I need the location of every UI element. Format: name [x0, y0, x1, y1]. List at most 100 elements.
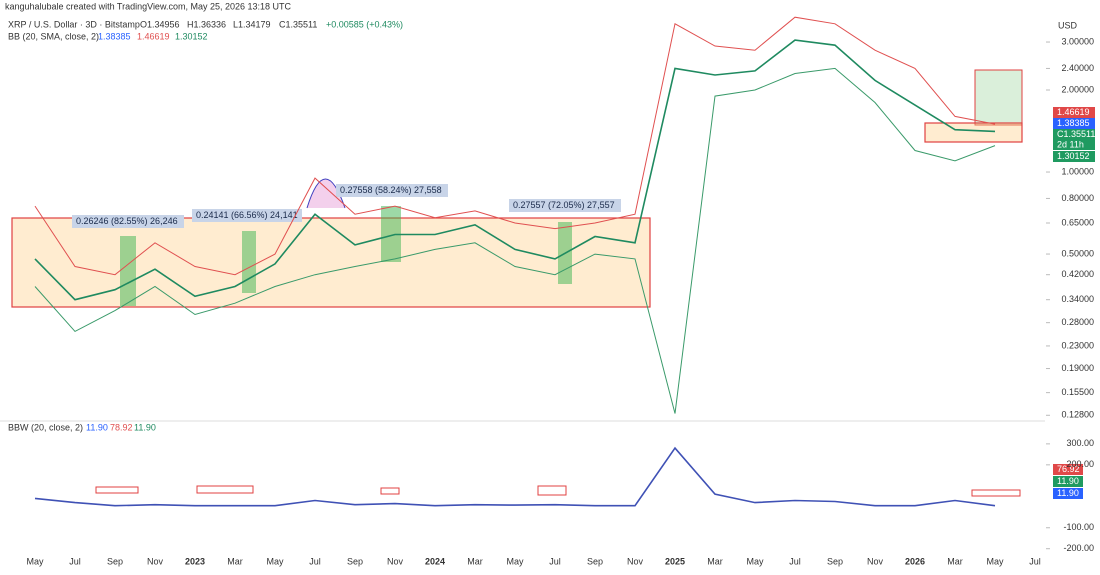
symbol: XRP / U.S. Dollar · 3D · Bitstamp [8, 19, 140, 29]
arc [306, 178, 346, 209]
y-tick-label: 200.00 [1066, 459, 1094, 469]
y-tick-label: 1.00000 [1061, 166, 1094, 176]
y-tick-label: 2.40000 [1061, 63, 1094, 73]
x-tick-label: Mar [947, 556, 963, 566]
annotation: 0.27557 (72.05%) 27,557 [513, 200, 615, 210]
credit: kanguhalubale created with TradingView.c… [5, 1, 292, 11]
y-tick-label: 0.34000 [1061, 294, 1094, 304]
x-tick-label: Mar [467, 556, 483, 566]
y-tick-label: 0.28000 [1061, 317, 1094, 327]
annotation: 0.26246 (82.55%) 26,246 [76, 216, 178, 226]
bbw-high: 78.92 [110, 422, 133, 432]
x-tick-label: May [986, 556, 1004, 566]
squeeze-box [95, 486, 139, 494]
bbw-tag [1053, 488, 1083, 499]
price-tag [1053, 107, 1095, 118]
y-tick-label: 300.00 [1066, 438, 1094, 448]
bbw-low: 11.90 [134, 422, 156, 432]
range-box [924, 122, 1023, 143]
ohlc-low: L1.34179 [233, 19, 271, 29]
x-tick-label: Sep [827, 556, 843, 566]
ohlc-close: C1.35511 [279, 19, 317, 29]
squeeze-box [537, 485, 567, 496]
price-tag [1053, 118, 1095, 129]
bbw-tag-label: 11.90 [1057, 476, 1079, 486]
series-line [34, 446, 996, 507]
x-tick-label: Sep [107, 556, 123, 566]
bbw-tag [1053, 476, 1083, 487]
x-tick-label: May [266, 556, 284, 566]
ohlc-high: H1.36336 [187, 19, 226, 29]
y-tick-label: 0.12800 [1061, 410, 1094, 420]
move-box [120, 236, 136, 306]
bbw-tag [1053, 464, 1083, 475]
x-tick-label: 2023 [185, 556, 205, 566]
series-line [34, 16, 996, 276]
y-tick-label: 0.23000 [1061, 340, 1094, 350]
annotation-box [192, 209, 302, 222]
x-tick-label: Nov [147, 556, 164, 566]
price-tag [1053, 151, 1095, 162]
move-box [242, 231, 256, 293]
price-tag [1053, 129, 1095, 150]
y-tick-label: 0.19000 [1061, 363, 1094, 373]
x-tick-label: May [26, 556, 44, 566]
annotation-box [72, 215, 184, 228]
move-box [381, 206, 401, 262]
ohlc-open: O1.34956 [140, 19, 180, 29]
annotation: 0.27558 (58.24%) 27,558 [340, 185, 442, 195]
x-tick-label: Nov [867, 556, 884, 566]
series-line [34, 39, 996, 301]
series-line [34, 67, 996, 414]
y-tick-label: 0.80000 [1061, 193, 1094, 203]
y-tick-label: 3.00000 [1061, 36, 1094, 46]
price-tag-label: 1.30152 [1057, 151, 1090, 161]
y-tick-label: -100.00 [1063, 522, 1094, 532]
x-tick-label: Jul [69, 556, 81, 566]
annotation-box [509, 199, 621, 212]
x-tick-label: May [506, 556, 524, 566]
currency: USD [1058, 20, 1078, 30]
countdown: 2d 11h [1057, 139, 1084, 149]
bbw-value: 11.90 [86, 422, 108, 432]
target-box [974, 69, 1023, 126]
x-tick-label: 2025 [665, 556, 685, 566]
x-tick-label: Jul [309, 556, 321, 566]
x-tick-label: Jul [789, 556, 801, 566]
x-tick-label: Nov [387, 556, 404, 566]
annotation-box [336, 184, 448, 197]
x-tick-label: Mar [227, 556, 243, 566]
x-tick-label: Sep [347, 556, 363, 566]
y-tick-label: 0.65000 [1061, 217, 1094, 227]
y-tick-label: 0.42000 [1061, 269, 1094, 279]
squeeze-box [196, 485, 254, 494]
range-box [11, 217, 651, 308]
x-tick-label: Nov [627, 556, 644, 566]
bbw-tag-label: 76.92 [1057, 464, 1080, 474]
x-tick-label: 2026 [905, 556, 925, 566]
y-tick-label: 0.50000 [1061, 248, 1094, 258]
x-tick-label: Jul [1029, 556, 1041, 566]
annotation: 0.24141 (66.56%) 24,141 [196, 210, 298, 220]
x-tick-label: Mar [707, 556, 723, 566]
x-tick-label: 2024 [425, 556, 445, 566]
squeeze-box [380, 487, 400, 495]
bb-basis: 1.38385 [98, 31, 131, 41]
x-tick-label: May [746, 556, 764, 566]
price-tag-label: C1.35511 [1057, 129, 1095, 139]
bb-lower: 1.30152 [175, 31, 208, 41]
y-tick-label: -200.00 [1063, 543, 1094, 553]
y-tick-label: 0.15500 [1061, 387, 1094, 397]
price-tag-label: 1.46619 [1057, 107, 1090, 117]
bbw-label: BBW (20, close, 2) [8, 422, 83, 432]
price-tag-label: 1.38385 [1057, 118, 1090, 128]
bbw-tag-label: 11.90 [1057, 488, 1079, 498]
ohlc-change: +0.00585 (+0.43%) [326, 19, 403, 29]
x-tick-label: Sep [587, 556, 603, 566]
bb-upper: 1.46619 [137, 31, 170, 41]
squeeze-box [971, 489, 1021, 497]
y-tick-label: 2.00000 [1061, 84, 1094, 94]
bb-label: BB (20, SMA, close, 2) [8, 31, 99, 41]
x-tick-label: Jul [549, 556, 561, 566]
